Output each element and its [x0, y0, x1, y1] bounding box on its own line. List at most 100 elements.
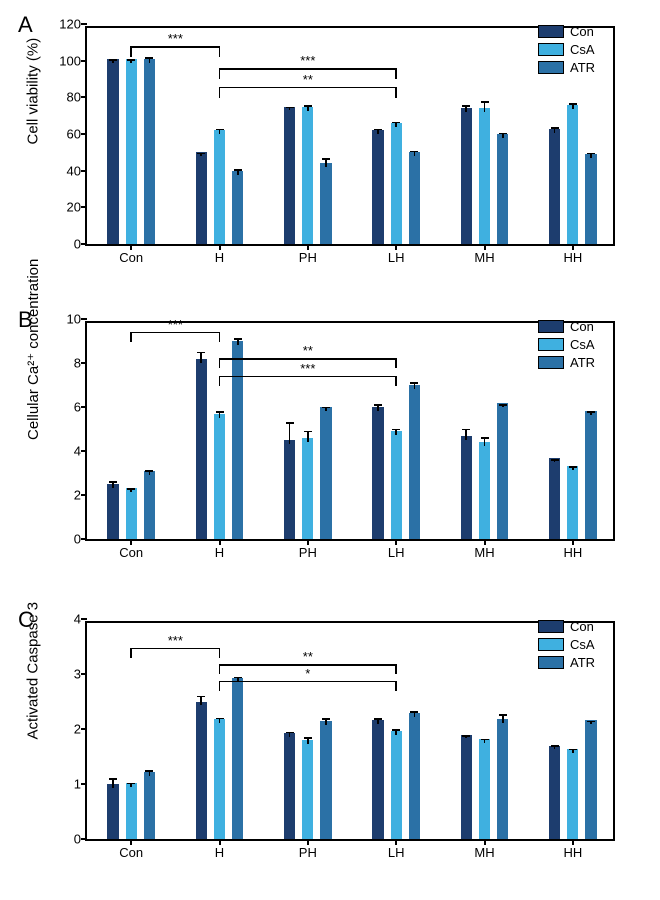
bar — [144, 59, 155, 244]
legend-item: ATR — [538, 60, 595, 75]
panel-C: C01234ConHPHLHMHHH******Activated Caspas… — [0, 605, 660, 890]
legend-swatch — [538, 620, 564, 633]
ytick-label: 1 — [47, 777, 87, 792]
bar — [409, 713, 420, 840]
ytick-label: 10 — [47, 312, 87, 327]
sig-label: * — [305, 666, 310, 681]
legend: ConCsAATR — [538, 619, 595, 673]
xcat-label: MH — [460, 539, 510, 560]
legend-item: CsA — [538, 337, 595, 352]
ytick-label: 0 — [47, 237, 87, 252]
xcat-label: Con — [106, 539, 156, 560]
bar — [284, 107, 295, 245]
bar — [144, 471, 155, 539]
bar — [107, 484, 118, 539]
bar — [302, 740, 313, 839]
bar — [107, 784, 118, 839]
bar — [196, 152, 207, 244]
bar — [372, 720, 383, 839]
ytick-label: 6 — [47, 400, 87, 415]
bar — [391, 123, 402, 244]
bar — [372, 407, 383, 539]
legend-label: CsA — [570, 637, 595, 652]
xcat-label: HH — [548, 839, 598, 860]
sig-label: ** — [303, 343, 313, 358]
legend-label: Con — [570, 319, 594, 334]
bar — [497, 134, 508, 244]
bar — [461, 108, 472, 244]
panel-label-A: A — [18, 12, 33, 38]
bar — [461, 735, 472, 840]
bar — [232, 678, 243, 839]
sig-label: *** — [168, 31, 183, 46]
xcat-label: HH — [548, 539, 598, 560]
plot-area-B: 0246810ConHPHLHMHHH******** — [85, 321, 615, 541]
figure-root: A020406080100120ConHPHLHMHHH********Cell… — [0, 0, 660, 900]
bar — [284, 440, 295, 539]
xcat-label: H — [195, 539, 245, 560]
xcat-label: LH — [371, 244, 421, 265]
legend-swatch — [538, 320, 564, 333]
legend: Con CsA ATR — [538, 24, 595, 78]
bar — [126, 59, 137, 244]
plot-area-C: 01234ConHPHLHMHHH****** — [85, 621, 615, 841]
legend-swatch — [538, 61, 564, 74]
legend-item: Con — [538, 619, 595, 634]
bar — [126, 488, 137, 539]
bar — [497, 719, 508, 839]
bar — [391, 431, 402, 539]
ytick-label: 8 — [47, 356, 87, 371]
legend-item: Con — [538, 24, 595, 39]
bar — [320, 163, 331, 244]
bar — [567, 105, 578, 244]
legend-label: Con — [570, 619, 594, 634]
bar — [409, 152, 420, 244]
sig-label: *** — [300, 53, 315, 68]
panel-A: A020406080100120ConHPHLHMHHH********Cell… — [0, 10, 660, 290]
legend-item: CsA — [538, 637, 595, 652]
ytick-label: 4 — [47, 444, 87, 459]
ytick-label: 2 — [47, 722, 87, 737]
legend-item: CsA — [538, 42, 595, 57]
xcat-label: H — [195, 839, 245, 860]
xcat-label: MH — [460, 244, 510, 265]
bar — [497, 403, 508, 539]
bar — [302, 107, 313, 245]
legend-item: Con — [538, 319, 595, 334]
bar — [214, 130, 225, 244]
legend-label: CsA — [570, 42, 595, 57]
bar — [196, 359, 207, 539]
bar — [372, 130, 383, 244]
bar — [549, 129, 560, 245]
bar — [585, 720, 596, 839]
y-axis-title: Activated Caspase 3 — [25, 720, 42, 740]
ytick-label: 0 — [47, 532, 87, 547]
legend-swatch — [538, 638, 564, 651]
bar — [409, 385, 420, 539]
legend-item: ATR — [538, 355, 595, 370]
bar — [284, 733, 295, 839]
sig-label: *** — [168, 633, 183, 648]
bar — [144, 772, 155, 839]
bar — [567, 466, 578, 539]
bar — [549, 458, 560, 539]
legend-swatch — [538, 25, 564, 38]
bar — [320, 721, 331, 839]
legend-swatch — [538, 338, 564, 351]
ytick-label: 120 — [47, 17, 87, 32]
sig-label: ** — [303, 72, 313, 87]
ytick-label: 0 — [47, 832, 87, 847]
sig-label: *** — [300, 361, 315, 376]
ytick-label: 80 — [47, 90, 87, 105]
xcat-label: PH — [283, 539, 333, 560]
ytick-label: 4 — [47, 612, 87, 627]
bar — [126, 783, 137, 839]
ytick-label: 60 — [47, 127, 87, 142]
bar — [479, 739, 490, 839]
ytick-label: 100 — [47, 53, 87, 68]
xcat-label: Con — [106, 244, 156, 265]
bar — [461, 436, 472, 539]
ytick-label: 2 — [47, 488, 87, 503]
xcat-label: LH — [371, 539, 421, 560]
sig-label: *** — [168, 317, 183, 332]
